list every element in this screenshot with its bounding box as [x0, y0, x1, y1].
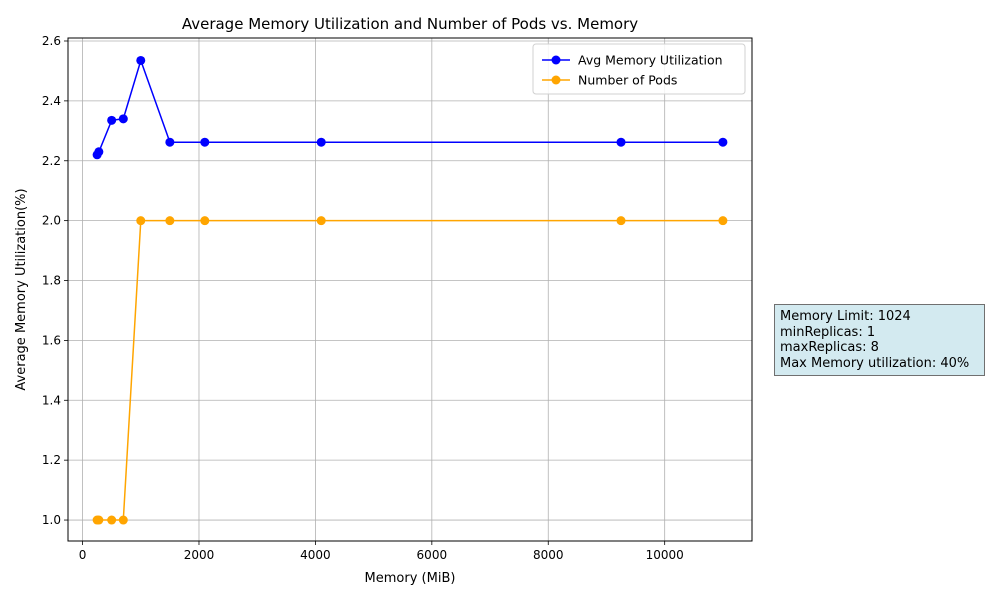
- series-1-point: [165, 137, 175, 147]
- legend-marker: [551, 75, 561, 85]
- info-max-replicas: maxReplicas: 8: [780, 340, 879, 355]
- series-1-point: [200, 137, 210, 147]
- y-tick-label: 1.6: [42, 333, 61, 347]
- y-tick-label: 2.2: [42, 154, 61, 168]
- x-tick-label: 8000: [533, 548, 564, 562]
- series-2-point: [200, 216, 210, 226]
- series-1-point: [94, 147, 104, 157]
- series-1-point: [616, 137, 626, 147]
- series-2-point: [107, 515, 117, 525]
- series-2-point: [316, 216, 326, 226]
- x-axis-label: Memory (MiB): [365, 571, 456, 586]
- series-line-1: [96, 58, 723, 156]
- x-tick-label: 10000: [646, 548, 684, 562]
- y-axis-label: Average Memory Utilization(%): [14, 188, 29, 390]
- plot-area: [67, 37, 753, 542]
- series-1-point: [107, 115, 117, 125]
- x-tick-label: 2000: [184, 548, 215, 562]
- series-2-point: [118, 515, 128, 525]
- grid: [68, 38, 752, 541]
- legend: Avg Memory Utilization Number of Pods: [532, 43, 746, 95]
- legend-label: Number of Pods: [578, 73, 677, 88]
- x-tick-label: 0: [79, 548, 87, 562]
- legend-marker: [551, 55, 561, 65]
- series-2-point: [136, 216, 146, 226]
- series-1-point: [718, 137, 728, 147]
- series-2-point: [616, 216, 626, 226]
- x-tick-label: 4000: [300, 548, 331, 562]
- series-1-point: [136, 55, 146, 65]
- series-line-2: [97, 219, 723, 521]
- chart-title: Average Memory Utilization and Number of…: [182, 15, 638, 33]
- info-min-replicas: minReplicas: 1: [780, 324, 876, 340]
- y-tick-label: 2.4: [42, 94, 61, 108]
- series-2-point: [718, 216, 728, 226]
- series-1-point: [118, 114, 128, 124]
- series-layer: [92, 55, 728, 525]
- y-tick-label: 1.4: [42, 393, 61, 407]
- x-tick-label: 6000: [417, 548, 448, 562]
- y-tick-label: 1.8: [42, 274, 61, 288]
- y-tick-label: 1.2: [42, 453, 61, 467]
- y-tick-label: 2.6: [42, 34, 61, 48]
- axis-ticks: 0 2000 4000 6000 8000 10000 1.0 1.2 1.4 1.6 1.8 2.0…: [42, 34, 684, 562]
- y-tick-label: 1.0: [42, 513, 61, 527]
- series-1-point: [316, 137, 326, 147]
- info-memory-limit: Memory Limit: 1024: [780, 309, 911, 324]
- info-box: Memory Limit: 1024 minReplicas: 1 maxRep…: [774, 304, 985, 376]
- y-tick-label: 2.0: [42, 214, 61, 228]
- legend-box: [532, 43, 746, 95]
- info-max-memory-utilization: Max Memory utilization: 40%: [780, 355, 970, 371]
- series-2-point: [94, 515, 104, 525]
- series-2-point: [165, 216, 175, 226]
- legend-label: Avg Memory Utilization: [578, 53, 723, 68]
